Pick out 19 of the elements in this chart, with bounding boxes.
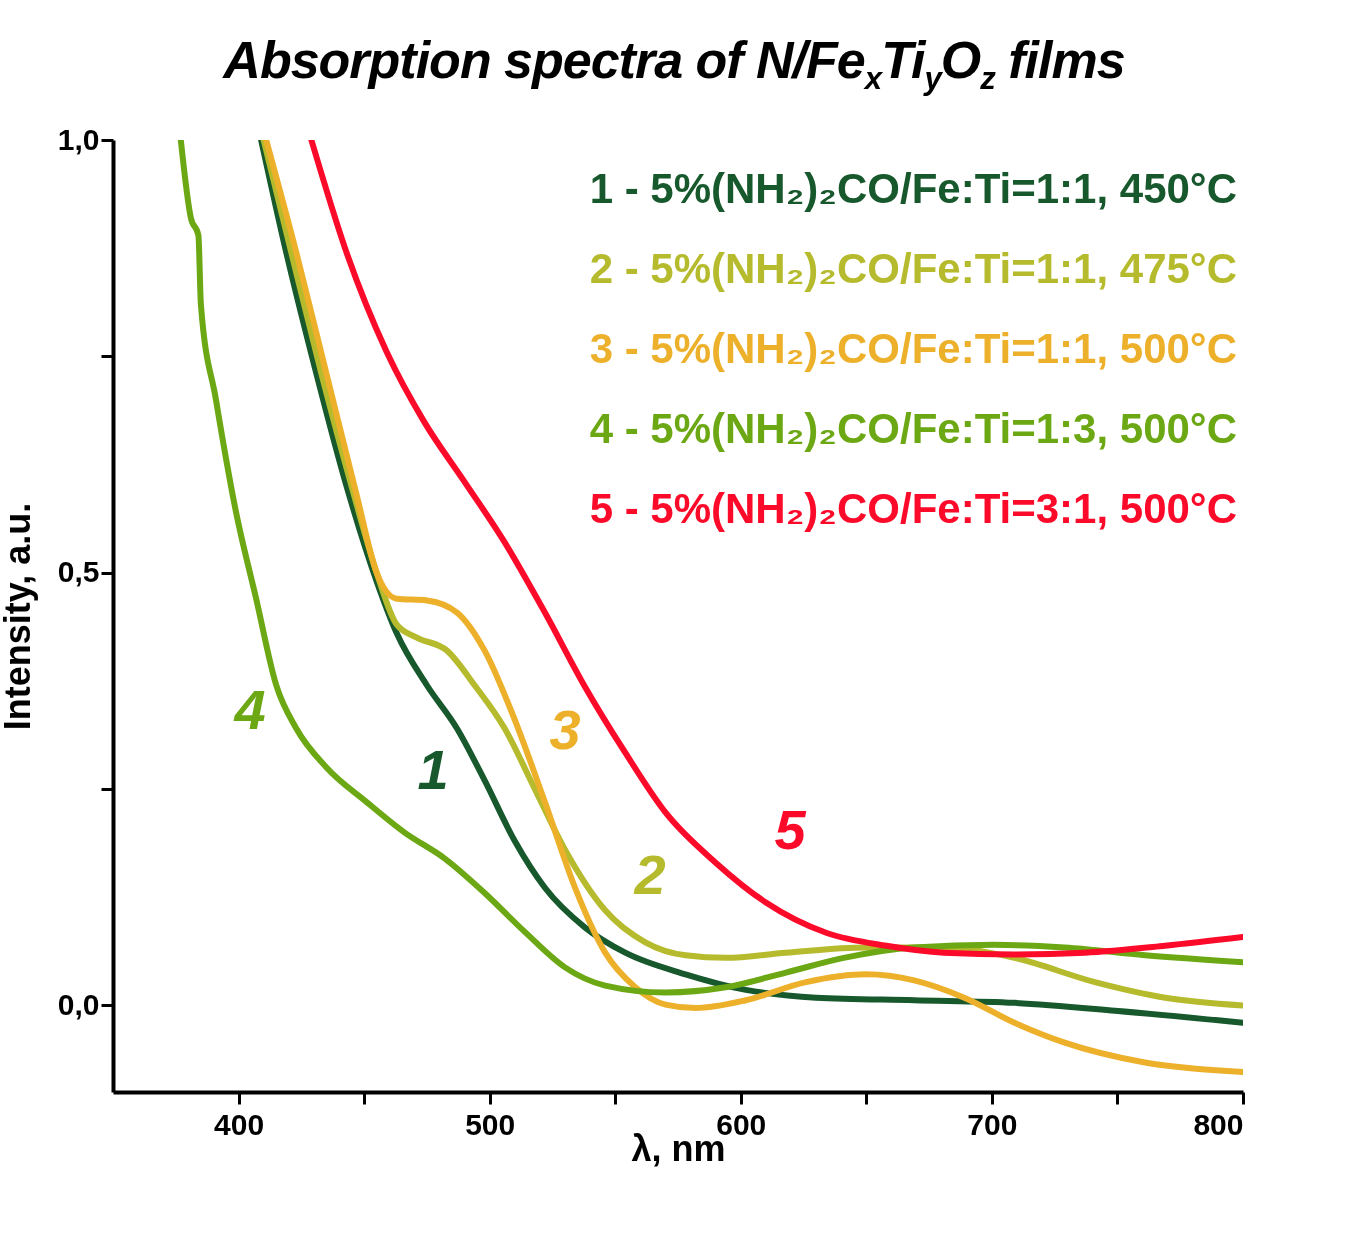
annotation: 5 <box>774 798 807 861</box>
y-axis-title: Intensity, a.u. <box>0 502 38 731</box>
annotation: 1 <box>417 738 449 801</box>
x-tick-label: 400 <box>214 1107 265 1141</box>
text: 1 - 5%(NH₂)₂CO/Fe:Ti=1:1, 450°C <box>589 165 1237 212</box>
text: 3 - 5%(NH₂)₂CO/Fe:Ti=1:1, 500°C <box>589 325 1237 372</box>
x-tick-label: 500 <box>465 1107 516 1141</box>
chart-title: Absorption spectra of N/Fe$_{x}$Ti$_{y}$O$_{z}$ films <box>221 30 1126 99</box>
x-tick-label: 700 <box>967 1107 1018 1141</box>
y-tick-label: 0,0 <box>57 987 100 1021</box>
text: 4 - 5%(NH₂)₂CO/Fe:Ti=1:3, 500°C <box>589 405 1237 452</box>
text: 2 - 5%(NH₂)₂CO/Fe:Ti=1:1, 475°C <box>589 245 1237 292</box>
y-tick-label: 0,5 <box>57 555 100 589</box>
series-label: 5 - 5%(NH₂)₂CO/Fe:Ti=3:1, 500°C <box>589 485 1237 532</box>
annotation: 3 <box>549 698 581 761</box>
annotation: 4 <box>233 678 266 741</box>
annotation: 2 <box>633 843 666 906</box>
x-tick-label: 800 <box>1193 1107 1244 1141</box>
y-tick-label: 1,0 <box>57 122 100 156</box>
